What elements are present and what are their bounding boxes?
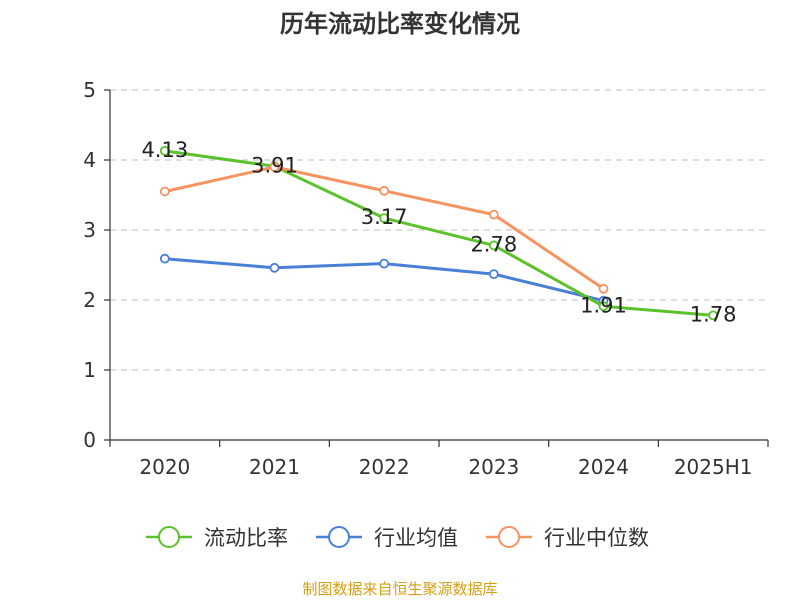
- chart-title: 历年流动比率变化情况: [280, 10, 520, 38]
- y-tick-label: 4: [83, 148, 96, 172]
- legend-item: 行业均值: [316, 526, 458, 550]
- series-point: [379, 185, 390, 196]
- series-point: [159, 186, 170, 197]
- axes: 0 1 2 3 4 5 2020 2021 2022 2023 2024 2025H1: [83, 78, 769, 479]
- x-tick-label: 2020: [139, 455, 190, 479]
- series-point: [379, 258, 390, 269]
- y-tick-label: 1: [83, 358, 96, 382]
- legend: 流动比率 行业均值 行业中位数: [146, 526, 649, 550]
- x-tick-label: 2023: [468, 455, 519, 479]
- series-point: [269, 162, 280, 172]
- data-label: 3.91: [251, 153, 298, 177]
- series-point: [488, 240, 499, 251]
- legend-item: 行业中位数: [486, 526, 649, 550]
- series-line: [164, 149, 714, 317]
- series-lines: [159, 145, 719, 321]
- x-tick-label: 2025H1: [674, 455, 753, 479]
- x-tick-label: 2024: [578, 455, 629, 479]
- legend-swatch-marker: [328, 526, 350, 548]
- series-point: [488, 209, 499, 220]
- legend-label: 流动比率: [204, 526, 288, 550]
- series-point: [598, 301, 609, 312]
- grid-lines: [110, 89, 768, 371]
- data-label: 3.17: [361, 205, 408, 229]
- series-point: [488, 269, 499, 280]
- y-tick-label: 2: [83, 288, 96, 312]
- legend-swatch-marker: [158, 526, 180, 548]
- series-point: [159, 253, 170, 264]
- x-tick-label: 2022: [359, 455, 410, 479]
- series-point: [269, 262, 280, 273]
- series-point: [708, 310, 719, 321]
- data-label: 1.78: [690, 302, 737, 326]
- legend-label: 行业均值: [374, 526, 458, 550]
- x-tick-label: 2021: [249, 455, 300, 479]
- data-source-note: 制图数据来自恒生聚源数据库: [302, 580, 498, 598]
- legend-swatch-marker: [498, 526, 520, 548]
- data-label: 2.78: [470, 232, 517, 256]
- data-label: 1.91: [580, 293, 627, 317]
- y-tick-label: 3: [83, 218, 96, 242]
- y-tick-label: 5: [83, 78, 96, 102]
- legend-label: 行业中位数: [544, 526, 649, 550]
- data-label: 4.13: [141, 138, 188, 162]
- data-labels: 4.13 3.91 3.17 2.78 1.91 1.78: [141, 138, 736, 327]
- series-point: [598, 283, 609, 294]
- legend-item: 流动比率: [146, 526, 288, 550]
- y-tick-label: 0: [83, 428, 96, 452]
- series-point: [159, 145, 170, 156]
- series-point: [379, 213, 390, 224]
